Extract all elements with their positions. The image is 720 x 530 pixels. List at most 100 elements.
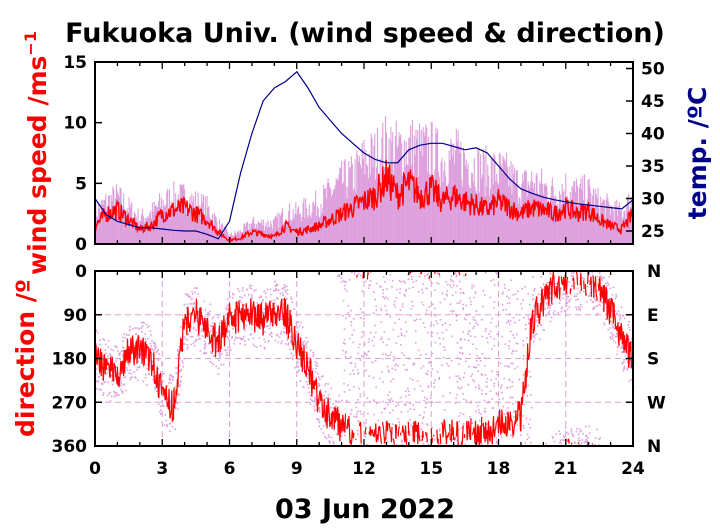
direction-point xyxy=(426,423,428,425)
direction-point xyxy=(178,385,181,387)
direction-point xyxy=(324,390,327,393)
direction-point xyxy=(154,385,157,388)
direction-point xyxy=(343,369,346,372)
direction-point xyxy=(356,429,359,432)
direction-point xyxy=(400,332,403,335)
direction-point xyxy=(236,337,238,339)
direction-point xyxy=(116,346,118,349)
direction-point xyxy=(159,405,162,408)
direction-point xyxy=(316,365,319,367)
direction-point xyxy=(352,369,354,372)
direction-point xyxy=(412,379,414,381)
direction-point xyxy=(165,419,168,422)
direction-point xyxy=(509,323,511,326)
direction-point xyxy=(412,281,415,283)
direction-point xyxy=(134,327,136,329)
direction-point xyxy=(617,346,619,348)
direction-point xyxy=(314,398,317,400)
direction-point xyxy=(495,442,498,444)
direction-point xyxy=(509,386,511,388)
direction-point xyxy=(401,440,403,443)
direction-point xyxy=(442,356,445,359)
direction-point xyxy=(429,325,432,327)
direction-point xyxy=(542,292,544,294)
direction-point xyxy=(616,312,618,315)
direction-point xyxy=(229,296,231,298)
direction-point xyxy=(154,344,156,346)
direction-point xyxy=(425,402,427,405)
direction-point xyxy=(360,336,363,339)
direction-point xyxy=(545,315,547,317)
direction-point xyxy=(225,354,228,357)
direction-point xyxy=(346,400,348,402)
direction-point xyxy=(382,296,384,298)
direction-point xyxy=(278,336,281,338)
direction-point xyxy=(609,287,612,290)
mean-direction-line xyxy=(571,277,575,290)
direction-point xyxy=(612,339,615,342)
direction-point xyxy=(135,333,138,335)
direction-point xyxy=(495,437,498,439)
direction-point xyxy=(204,342,207,345)
direction-point xyxy=(98,376,100,378)
direction-point xyxy=(106,355,109,358)
direction-point xyxy=(522,340,524,342)
direction-point xyxy=(219,356,221,358)
direction-point xyxy=(142,380,145,383)
direction-point xyxy=(464,443,467,446)
direction-point xyxy=(204,309,207,311)
direction-point xyxy=(351,334,354,336)
direction-point xyxy=(438,378,440,380)
direction-point xyxy=(365,426,367,429)
direction-point xyxy=(407,410,409,413)
direction-point xyxy=(106,372,108,375)
direction-point xyxy=(327,436,330,438)
direction-point xyxy=(232,294,235,296)
direction-point xyxy=(136,338,138,340)
direction-point xyxy=(509,428,512,431)
direction-point xyxy=(458,429,460,431)
direction-point xyxy=(256,302,259,304)
direction-point xyxy=(480,413,482,415)
direction-point xyxy=(184,293,187,295)
direction-point xyxy=(337,275,339,277)
wind-speed-axis-label-text: wind speed /ms xyxy=(23,56,52,275)
direction-point xyxy=(180,380,182,382)
direction-point xyxy=(431,368,433,370)
direction-point xyxy=(514,367,516,370)
direction-point xyxy=(239,296,241,298)
direction-point xyxy=(461,352,464,354)
direction-point xyxy=(359,359,362,361)
direction-point xyxy=(150,334,152,336)
direction-point xyxy=(573,295,576,297)
direction-point xyxy=(563,309,566,312)
direction-point xyxy=(171,377,174,379)
direction-point xyxy=(349,362,352,365)
direction-point xyxy=(245,324,248,327)
direction-point xyxy=(450,286,453,289)
direction-point xyxy=(462,303,464,306)
direction-point xyxy=(553,276,556,278)
direction-point xyxy=(532,275,534,278)
direction-point xyxy=(528,436,530,439)
direction-point xyxy=(188,313,191,315)
mean-direction-line xyxy=(471,416,483,446)
direction-point xyxy=(433,382,435,384)
direction-point xyxy=(364,435,367,438)
direction-point xyxy=(183,336,186,338)
direction-point xyxy=(436,272,439,274)
temp-tick-label: 50 xyxy=(641,60,665,80)
direction-point xyxy=(467,330,470,333)
direction-point xyxy=(435,320,437,322)
direction-point xyxy=(516,424,519,426)
direction-point xyxy=(600,300,602,303)
direction-point xyxy=(297,365,300,368)
direction-point xyxy=(168,382,170,384)
direction-point xyxy=(274,280,276,283)
direction-point xyxy=(302,343,304,345)
direction-point xyxy=(179,384,182,386)
direction-point xyxy=(432,313,435,316)
direction-point xyxy=(421,390,424,392)
mean-direction-line xyxy=(358,421,362,444)
direction-point xyxy=(379,377,381,380)
